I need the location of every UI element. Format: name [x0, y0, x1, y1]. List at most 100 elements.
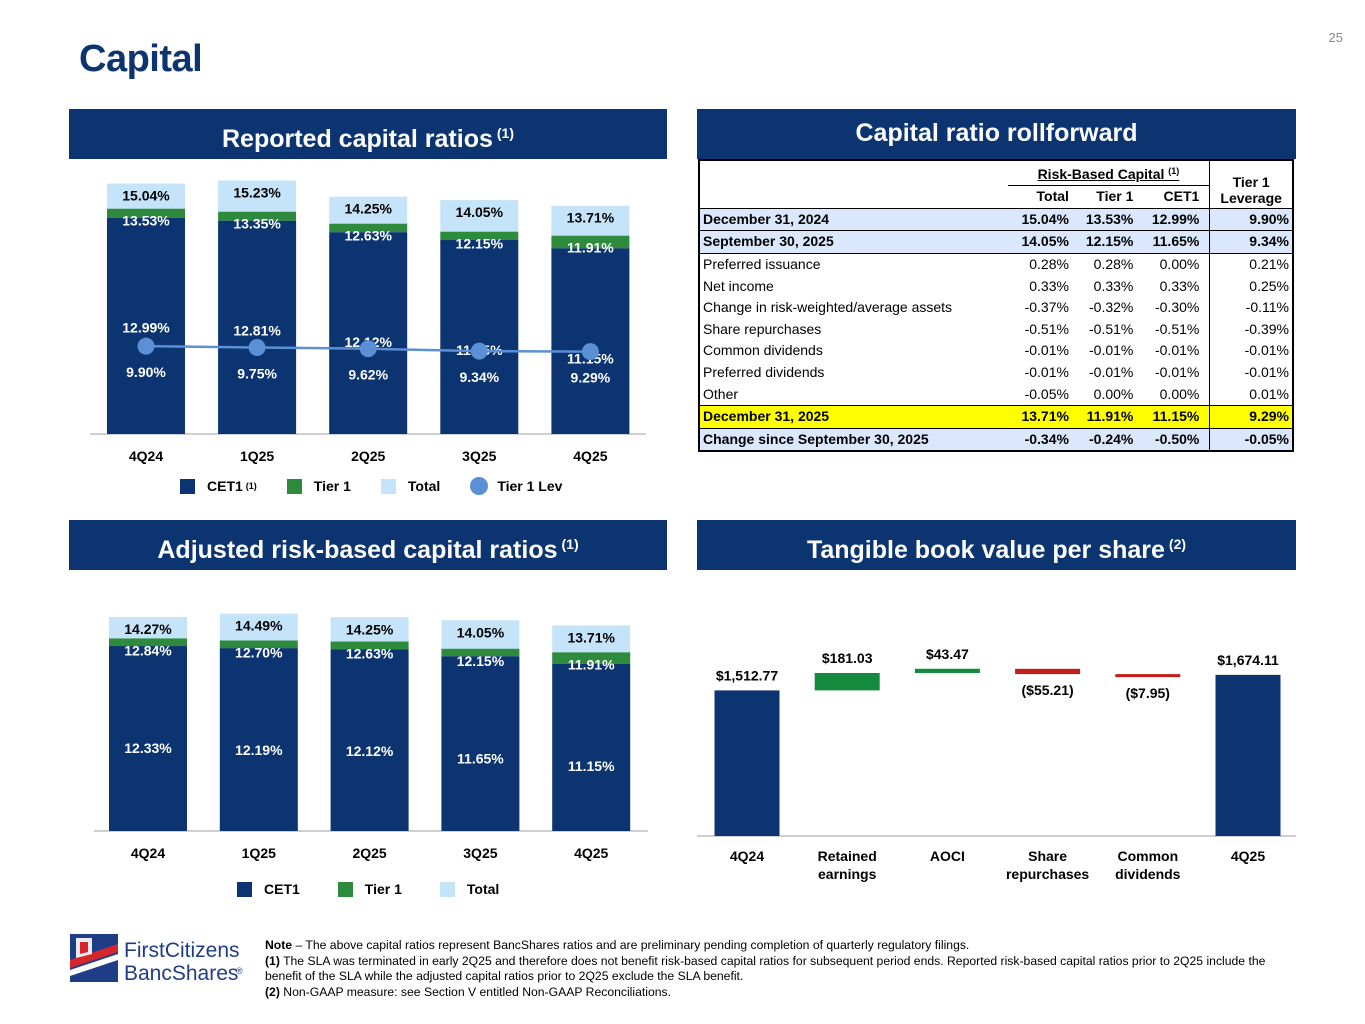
table-row: Share repurchases -0.51% -0.51% -0.51% -0.39… — [699, 318, 1293, 341]
reported-bar-total — [107, 183, 185, 209]
adj-legend-label-cet1: CET1 — [264, 881, 300, 897]
adjusted-label-cet1: 11.65% — [457, 750, 504, 766]
adjusted-bar-total — [219, 613, 298, 641]
adjusted-label-total: 14.49% — [235, 618, 283, 634]
reported-label-tier1: 12.63% — [344, 228, 392, 244]
rollforward-panel-title: Capital ratio rollforward — [855, 119, 1138, 147]
table-cell: 0.28% — [1093, 256, 1134, 273]
reported-bar-cet1 — [329, 232, 408, 434]
logo-text-line1: FirstCitizens — [124, 939, 240, 962]
table-cell: -0.01% — [1024, 342, 1069, 359]
table-row: September 30, 2025 14.05% 12.15% 11.65% 9.34… — [699, 230, 1293, 254]
adjusted-bar-cet1 — [219, 648, 298, 831]
table-row-label: December 31, 2024 — [699, 207, 1008, 232]
reported-panel-header: Reported capital ratios (1) — [69, 109, 667, 159]
adjusted-label-cet1: 12.33% — [124, 740, 172, 756]
reported-label-total: 13.71% — [567, 210, 615, 226]
reported-bar-total — [440, 200, 519, 232]
tbv-x-tick: repurchases — [1006, 866, 1089, 882]
table-row-label: Preferred issuance — [703, 256, 821, 273]
note-1: (1) The SLA was terminated in early 2Q25… — [265, 954, 1305, 985]
adjusted-panel-title: Adjusted risk-based capital ratios — [157, 536, 558, 564]
reported-bar-total — [329, 196, 408, 224]
table-row-label: Other — [703, 385, 739, 402]
note-2: (2) Non-GAAP measure: see Section V enti… — [265, 985, 1305, 1001]
reported-label-tier1: 12.15% — [456, 236, 504, 252]
adj-legend-item-total: Total — [439, 881, 500, 897]
reported-bar-tier1 — [329, 223, 408, 233]
table-corner — [699, 160, 1008, 186]
adjusted-label-tier1: 12.70% — [235, 645, 283, 661]
tbv-panel-ref: (2) — [1168, 536, 1187, 552]
table-cell: -0.32% — [1089, 299, 1134, 316]
adjusted-bar-tier1 — [552, 652, 631, 664]
tbv-label-2: $181.03 — [822, 650, 873, 666]
reported-bar-cet1 — [551, 248, 630, 434]
legend-swatch-total — [380, 478, 396, 494]
table-row: Change in risk-weighted/average assets -0… — [699, 296, 1293, 319]
table-cell: -0.01% — [1154, 364, 1200, 381]
adjusted-label-total: 14.27% — [124, 621, 172, 637]
tbv-bar-5 — [1115, 674, 1181, 678]
note-2-label: (2) — [265, 984, 280, 999]
reported-label-lev: 9.62% — [348, 367, 388, 383]
adj-legend-label-total: Total — [466, 881, 500, 897]
adjusted-label-cet1: 11.15% — [568, 758, 615, 774]
adjusted-bar-total — [441, 620, 520, 649]
reported-label-total: 14.05% — [456, 204, 504, 220]
adjusted-label-total: 13.71% — [567, 629, 615, 645]
table-row: Change since September 30, 2025 -0.34% -0.… — [699, 427, 1293, 452]
reported-bar-cet1 — [218, 220, 297, 434]
legend-swatch-tier1 — [286, 478, 302, 494]
note-text: – The above capital ratios represent Ban… — [292, 938, 970, 952]
reported-label-tier1: 13.53% — [122, 213, 170, 229]
tbv-label-4: ($55.21) — [1022, 682, 1074, 698]
table-cell: 9.34% — [1209, 230, 1293, 254]
logo-text-line2: BancShares — [124, 962, 238, 985]
adjusted-label-tier1: 12.15% — [457, 653, 505, 669]
table-col-lev-l1: Tier 1 — [1232, 173, 1270, 190]
reported-lev-point — [581, 343, 599, 361]
reported-legend: CET1 (1) Tier 1 Total Tier 1 Lev — [180, 477, 592, 495]
table-row-label: September 30, 2025 — [699, 230, 1008, 254]
table-cell: -0.37% — [1024, 299, 1069, 316]
reported-label-cet1: 12.81% — [233, 323, 281, 339]
note-1-label: (1) — [265, 953, 280, 968]
reported-label-lev: 9.29% — [571, 370, 611, 386]
table-row: Net income 0.33% 0.33% 0.33% 0.25% — [699, 275, 1293, 297]
reported-bar-cet1 — [440, 240, 519, 434]
tbv-label-1: $1,512.77 — [716, 667, 778, 683]
table-cell: -0.50% — [1136, 427, 1210, 452]
reported-lev-point — [248, 339, 266, 357]
logo-graphic: FirstCitizens BancShares ® — [70, 934, 243, 985]
note-2-text: Non-GAAP measure: see Section V entitled… — [279, 984, 672, 999]
table-cell: 0.00% — [1159, 385, 1200, 402]
table-cell: -0.30% — [1154, 299, 1200, 316]
table-cell: -0.05% — [1209, 427, 1293, 452]
company-logo: FirstCitizens BancShares ® — [70, 930, 260, 986]
table-cell: 9.29% — [1209, 404, 1293, 429]
table-cell: 9.90% — [1209, 207, 1293, 232]
table-cell: -0.51% — [1024, 320, 1069, 337]
tbv-x-tick: Common — [1117, 848, 1178, 864]
reported-label-tier1: 13.35% — [233, 216, 281, 232]
table-cell: 13.53% — [1071, 207, 1137, 232]
legend-ref-cet1: (1) — [245, 481, 257, 491]
adjusted-x-tick: 4Q25 — [574, 845, 608, 861]
table-cell: 12.15% — [1071, 230, 1137, 254]
reported-x-tick: 4Q25 — [573, 448, 607, 464]
logo-mark: ® — [236, 966, 243, 976]
table-cell: 0.01% — [1209, 383, 1293, 406]
table-cell: 11.91% — [1071, 404, 1137, 429]
reported-lev-point — [359, 340, 377, 358]
reported-label-lev: 9.75% — [237, 366, 277, 382]
adjusted-label-cet1: 12.12% — [346, 743, 394, 759]
tbv-x-tick: AOCI — [930, 848, 965, 864]
reported-x-tick: 4Q24 — [129, 448, 163, 464]
legend-label-cet1: CET1 — [207, 478, 243, 494]
tbv-x-tick: 4Q24 — [730, 848, 764, 864]
table-cell: -0.01% — [1209, 361, 1293, 384]
table-cell: 0.00% — [1093, 385, 1134, 402]
tbv-label-6: $1,674.11 — [1217, 652, 1279, 668]
page-number: 25 — [1328, 30, 1343, 45]
